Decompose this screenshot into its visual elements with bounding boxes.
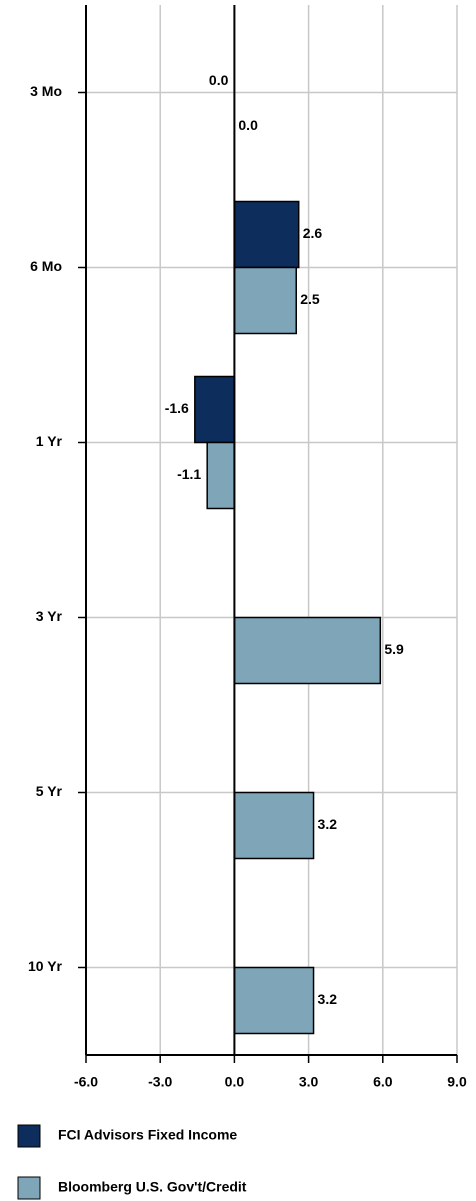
legend-swatch [17, 1176, 41, 1200]
bar [233, 966, 315, 1035]
x-tick-label: 6.0 [373, 1074, 393, 1090]
x-tick-label: -6.0 [74, 1074, 98, 1090]
bar [233, 791, 315, 860]
y-tick-label: 3 Mo [30, 83, 62, 99]
bar [233, 266, 297, 335]
x-tick-label: 3.0 [299, 1074, 319, 1090]
data-label: 0.0 [238, 117, 258, 133]
y-tick-label: 1 Yr [36, 433, 63, 449]
legend-label: FCI Advisors Fixed Income [58, 1127, 237, 1143]
data-label: 3.2 [318, 816, 338, 832]
data-label: 5.9 [384, 641, 404, 657]
legend-swatch [17, 1124, 41, 1148]
x-tick-label: -3.0 [148, 1074, 172, 1090]
data-label: 2.5 [300, 291, 320, 307]
data-label: 0.0 [209, 72, 229, 88]
data-label: -1.6 [165, 400, 189, 416]
bar [206, 441, 236, 510]
y-tick-label: 6 Mo [30, 258, 62, 274]
legend-label: Bloomberg U.S. Gov't/Credit [58, 1179, 247, 1195]
bar [233, 616, 382, 685]
x-tick-label: 0.0 [225, 1074, 245, 1090]
y-tick-label: 3 Yr [36, 608, 63, 624]
data-label: 3.2 [318, 991, 338, 1007]
bar [233, 200, 300, 269]
x-tick-label: 9.0 [447, 1074, 467, 1090]
data-label: -1.1 [177, 466, 201, 482]
y-tick-label: 5 Yr [36, 783, 63, 799]
y-tick-label: 10 Yr [28, 958, 63, 974]
bar [194, 375, 236, 444]
data-label: 2.6 [303, 225, 323, 241]
